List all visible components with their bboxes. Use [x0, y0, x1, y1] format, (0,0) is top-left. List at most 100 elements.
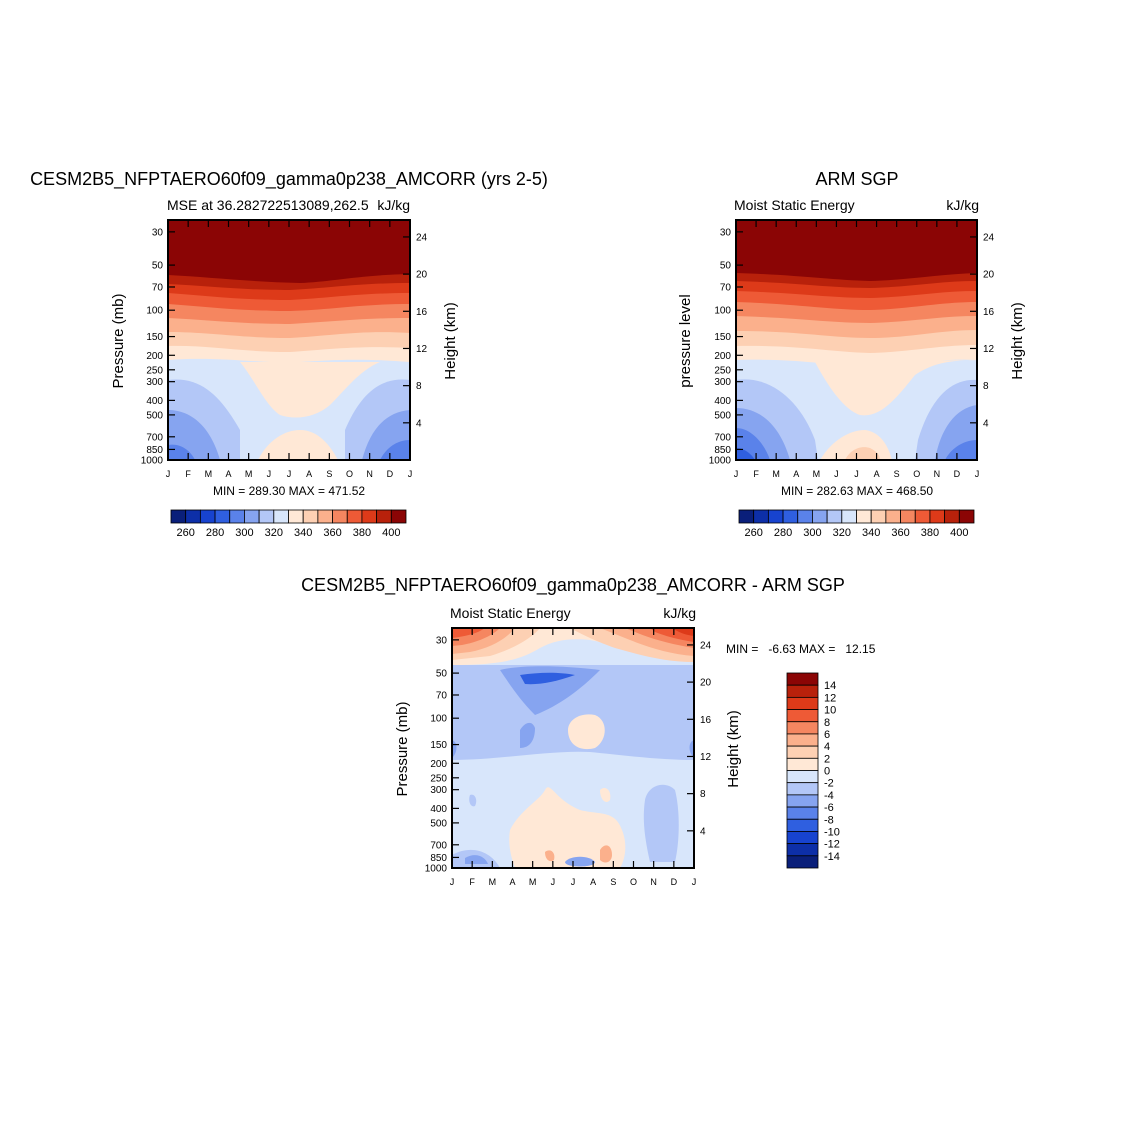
band-fill [465, 855, 488, 864]
panel-difference-y-right-axis: 24 20 16 12 8 4 [687, 640, 712, 837]
colorbar-swatch [786, 806, 819, 820]
band-fill [520, 672, 575, 685]
colorbar-label: 300 [803, 527, 821, 539]
panel-difference-stats: MIN = -6.63 MAX = 12.15 [726, 642, 876, 656]
y-tick-label: 100 [430, 714, 447, 725]
x-tick-label: A [590, 877, 596, 887]
colorbar-swatch [786, 843, 819, 857]
colorbar-swatch [841, 509, 857, 524]
x-tick-label: M [205, 469, 213, 479]
x-tick-label: N [934, 469, 941, 479]
colorbar-swatch [786, 831, 819, 845]
x-tick-label: F [185, 469, 191, 479]
y-tick-label: 300 [714, 377, 731, 388]
colorbar-swatch [944, 509, 960, 524]
y-tick-label: 1000 [141, 456, 164, 467]
colorbar-swatch [870, 509, 887, 524]
y-tick-label: 400 [430, 804, 447, 815]
colorbar-swatch [361, 509, 378, 524]
y-tick-label: 200 [714, 351, 731, 362]
x-tick-label: J [166, 469, 171, 479]
y-right-tick-label: 12 [416, 344, 428, 355]
colorbar-swatch [900, 509, 916, 524]
x-tick-label: N [366, 469, 373, 479]
colorbar-swatch [786, 733, 819, 747]
colorbar-label: -10 [824, 826, 840, 838]
y-tick-label: 1000 [425, 864, 448, 875]
colorbar-swatch [786, 684, 819, 698]
y-right-tick-label: 8 [983, 381, 989, 392]
colorbar-swatch [786, 709, 819, 723]
colorbar-label: 12 [824, 692, 836, 704]
colorbar-swatch [856, 509, 872, 524]
y-tick-label: 400 [714, 396, 731, 407]
colorbar-label: 260 [177, 527, 195, 539]
band-fill [240, 362, 380, 418]
x-tick-label: M [245, 469, 253, 479]
panel-model-title: CESM2B5_NFPTAERO60f09_gamma0p238_AMCORR … [30, 169, 548, 190]
y-right-tick-label: 4 [416, 418, 422, 429]
y-tick-label: 250 [714, 365, 731, 376]
y-tick-label: 200 [146, 351, 163, 362]
colorbar-label: 2 [824, 753, 830, 765]
colorbar-swatch [214, 509, 231, 524]
colorbar-label: 0 [824, 766, 830, 778]
y-right-tick-label: 20 [700, 678, 712, 689]
colorbar-label: 14 [824, 680, 836, 692]
panel-model-stats: MIN = 289.30 MAX = 471.52 [213, 484, 365, 498]
y-right-tick-label: 20 [983, 270, 995, 281]
y-tick-label: 70 [152, 282, 164, 293]
y-right-tick-label: 24 [700, 640, 712, 651]
colorbar-swatch [786, 770, 819, 784]
y-tick-label: 50 [152, 261, 164, 272]
y-tick-label: 250 [146, 365, 163, 376]
colorbar-swatch [786, 794, 819, 808]
colorbar-label: -14 [824, 851, 840, 863]
panel-model-ylabel: Pressure (mb) [110, 293, 127, 388]
panel-obs-ylabel: pressure level [677, 294, 694, 387]
colorbar-swatch [288, 509, 304, 524]
panel-difference-ylabel: Pressure (mb) [394, 701, 411, 796]
colorbar-swatch [390, 509, 407, 524]
y-right-tick-label: 24 [983, 232, 995, 243]
colorbar-label: -6 [824, 802, 834, 814]
band-fill [452, 665, 694, 760]
band-fill [845, 447, 880, 460]
colorbar-swatch [753, 509, 769, 524]
y-tick-label: 200 [430, 759, 447, 770]
x-tick-label: F [753, 469, 759, 479]
y-tick-label: 700 [146, 432, 163, 443]
x-tick-label: S [610, 877, 616, 887]
y-tick-label: 300 [146, 377, 163, 388]
y-right-tick-label: 4 [700, 826, 706, 837]
y-right-tick-label: 4 [983, 418, 989, 429]
colorbar-label: 400 [950, 527, 968, 539]
colorbar-swatch [273, 509, 289, 524]
y-tick-label: 30 [720, 227, 732, 238]
colorbar-swatch [346, 509, 363, 524]
panel-model-contour-field [168, 220, 410, 460]
colorbar-label: 360 [323, 527, 341, 539]
colorbar-swatch [914, 509, 931, 524]
x-tick-label: A [874, 469, 880, 479]
x-tick-label: O [346, 469, 353, 479]
colorbar-label: 380 [921, 527, 939, 539]
colorbar-swatch [786, 745, 819, 759]
band-fill [945, 440, 977, 460]
colorbar-swatch [376, 509, 392, 524]
colorbar-swatch [767, 509, 784, 524]
colorbar-swatch [170, 509, 187, 524]
colorbar-label: -4 [824, 790, 834, 802]
colorbar-label: 320 [833, 527, 851, 539]
y-tick-label: 700 [714, 432, 731, 443]
colorbar-label: 400 [382, 527, 400, 539]
x-tick-label: J [408, 469, 413, 479]
y-right-tick-label: 8 [700, 789, 706, 800]
y-right-tick-label: 24 [416, 232, 428, 243]
y-right-tick-label: 12 [700, 752, 712, 763]
x-tick-label: F [469, 877, 475, 887]
y-tick-label: 850 [714, 445, 731, 456]
colorbar-label: 340 [862, 527, 880, 539]
